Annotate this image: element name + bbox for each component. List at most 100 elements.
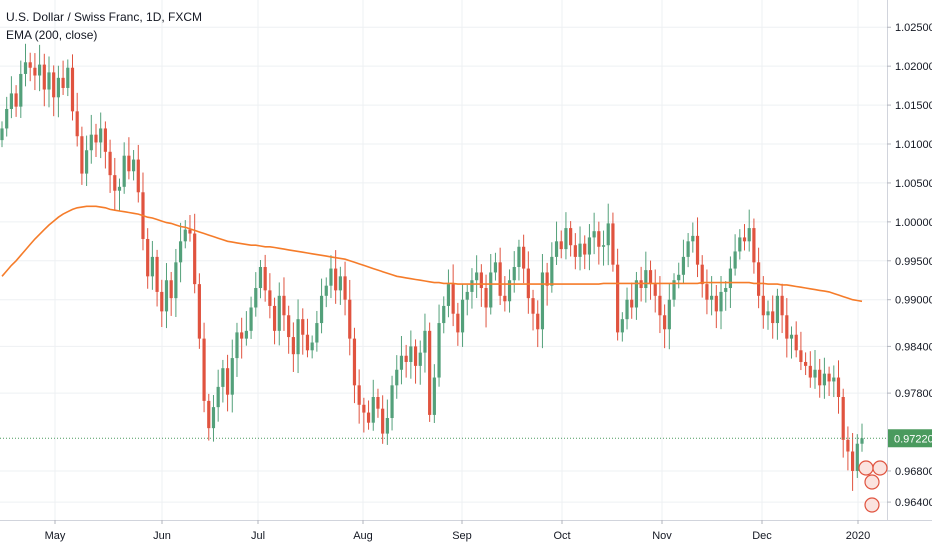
- candle[interactable]: [66, 59, 70, 97]
- candle[interactable]: [836, 360, 841, 414]
- candle[interactable]: [799, 331, 803, 371]
- candle[interactable]: [691, 222, 695, 253]
- candle[interactable]: [686, 233, 690, 268]
- candle[interactable]: [855, 434, 859, 478]
- candle[interactable]: [371, 379, 375, 431]
- candle[interactable]: [789, 326, 794, 359]
- candle[interactable]: [465, 284, 469, 316]
- candle[interactable]: [536, 300, 540, 348]
- candle[interactable]: [19, 60, 23, 118]
- candle[interactable]: [5, 96, 9, 137]
- candle[interactable]: [705, 269, 709, 315]
- candle[interactable]: [583, 235, 587, 270]
- candle[interactable]: [672, 273, 676, 307]
- candle[interactable]: [249, 296, 253, 339]
- event-marker-icon[interactable]: [858, 460, 874, 476]
- candle[interactable]: [625, 287, 629, 330]
- candle[interactable]: [738, 229, 742, 260]
- candle[interactable]: [804, 352, 808, 376]
- candle[interactable]: [362, 397, 366, 433]
- candle[interactable]: [235, 322, 239, 377]
- candle[interactable]: [822, 357, 827, 399]
- candle[interactable]: [381, 395, 385, 444]
- candle[interactable]: [131, 150, 136, 181]
- candle[interactable]: [70, 54, 75, 121]
- candle[interactable]: [775, 288, 780, 340]
- candle[interactable]: [846, 426, 850, 471]
- candle[interactable]: [211, 395, 216, 442]
- candle[interactable]: [634, 271, 639, 320]
- candle[interactable]: [47, 56, 51, 108]
- candle[interactable]: [658, 276, 662, 334]
- candle[interactable]: [61, 60, 65, 95]
- candle[interactable]: [512, 251, 516, 293]
- candle[interactable]: [620, 312, 624, 342]
- candle[interactable]: [808, 351, 812, 388]
- candle[interactable]: [268, 273, 272, 319]
- candle[interactable]: [841, 388, 845, 458]
- candle[interactable]: [169, 271, 173, 316]
- candle[interactable]: [291, 322, 295, 372]
- candle[interactable]: [747, 209, 751, 252]
- candle[interactable]: [569, 221, 573, 257]
- candle[interactable]: [338, 266, 342, 305]
- candle[interactable]: [155, 249, 159, 307]
- candle[interactable]: [75, 92, 79, 147]
- candle[interactable]: [413, 339, 418, 384]
- candle[interactable]: [648, 260, 653, 300]
- candle[interactable]: [399, 336, 404, 385]
- candle[interactable]: [719, 275, 723, 330]
- candle[interactable]: [178, 222, 183, 283]
- candle[interactable]: [334, 250, 338, 304]
- candle[interactable]: [287, 305, 291, 354]
- candle[interactable]: [442, 296, 446, 334]
- candle[interactable]: [681, 239, 686, 284]
- candle[interactable]: [517, 239, 521, 281]
- candle[interactable]: [277, 282, 281, 346]
- candle[interactable]: [254, 272, 258, 317]
- candle[interactable]: [301, 308, 305, 355]
- candle[interactable]: [202, 322, 206, 413]
- candle[interactable]: [644, 251, 648, 303]
- candle[interactable]: [258, 260, 263, 299]
- candle[interactable]: [766, 300, 770, 330]
- candle[interactable]: [33, 53, 37, 91]
- candle[interactable]: [197, 273, 201, 349]
- candle[interactable]: [559, 230, 563, 259]
- candle[interactable]: [531, 289, 535, 331]
- candle[interactable]: [193, 213, 197, 294]
- candle[interactable]: [117, 178, 122, 211]
- candle[interactable]: [52, 65, 56, 117]
- candle[interactable]: [324, 277, 328, 308]
- candle[interactable]: [136, 144, 140, 203]
- candle[interactable]: [348, 279, 352, 356]
- candle[interactable]: [244, 311, 248, 346]
- candle[interactable]: [174, 248, 178, 318]
- candle[interactable]: [395, 355, 399, 399]
- candle[interactable]: [14, 85, 18, 117]
- candle[interactable]: [714, 284, 718, 329]
- candle[interactable]: [305, 318, 310, 358]
- candle[interactable]: [460, 283, 465, 347]
- candle[interactable]: [832, 365, 836, 398]
- candle[interactable]: [479, 264, 483, 307]
- candle[interactable]: [352, 327, 357, 404]
- candle[interactable]: [507, 269, 512, 313]
- candle[interactable]: [329, 255, 333, 299]
- candle[interactable]: [428, 322, 432, 422]
- candle[interactable]: [84, 135, 89, 186]
- candle[interactable]: [601, 230, 606, 266]
- candle[interactable]: [221, 359, 225, 403]
- candle[interactable]: [216, 369, 220, 422]
- candle[interactable]: [540, 253, 545, 349]
- candle[interactable]: [122, 142, 126, 194]
- candle[interactable]: [357, 369, 361, 424]
- event-marker-icon[interactable]: [872, 460, 888, 476]
- candle[interactable]: [9, 76, 13, 119]
- candle[interactable]: [183, 220, 187, 249]
- candle[interactable]: [564, 212, 568, 260]
- candle[interactable]: [493, 252, 498, 281]
- candle[interactable]: [56, 65, 60, 118]
